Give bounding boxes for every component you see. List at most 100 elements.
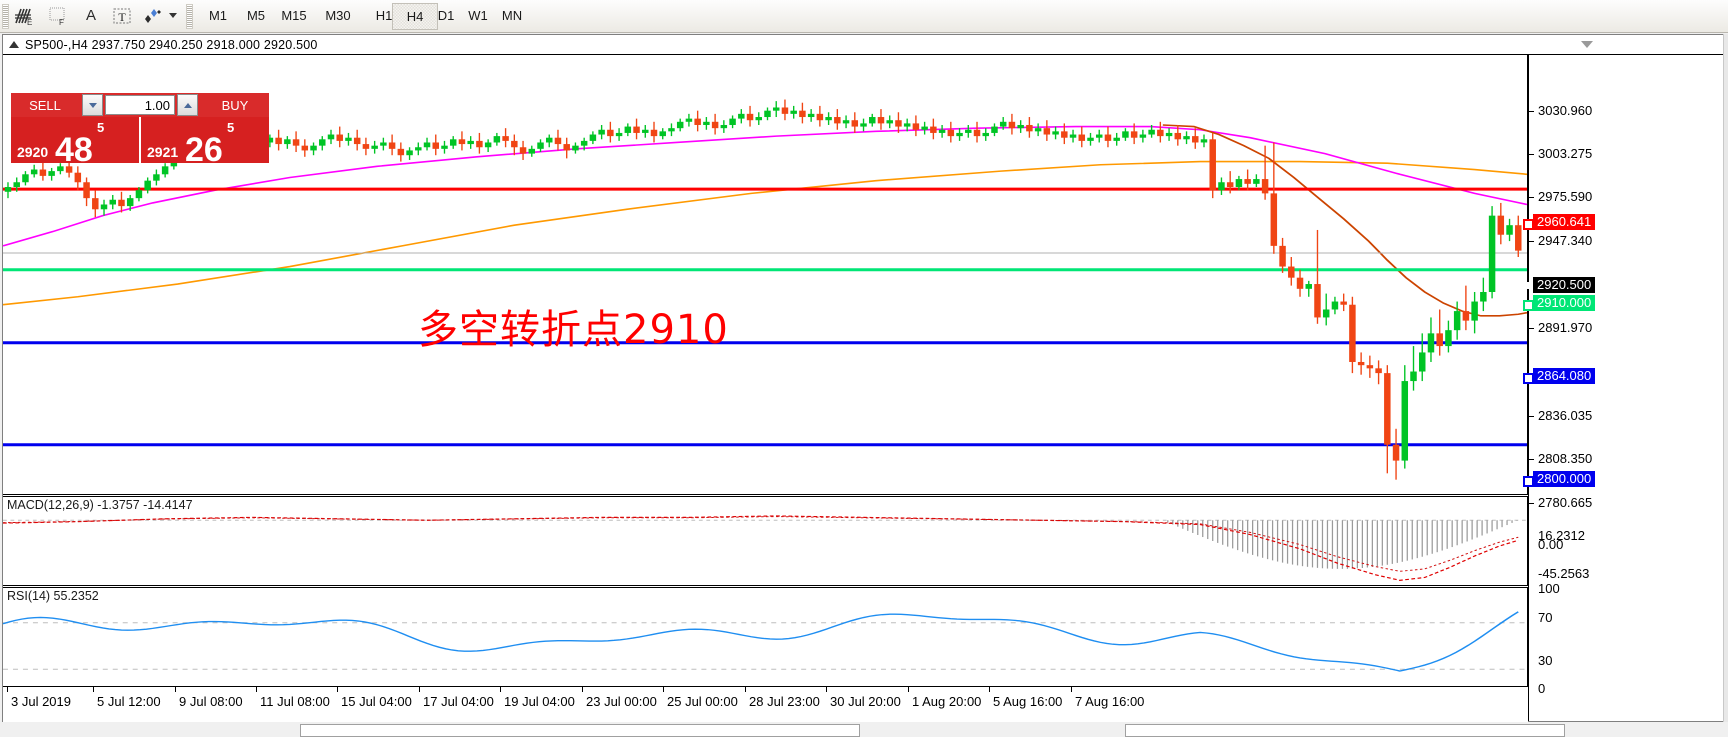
price-axis-label: 2891.970 [1538,320,1593,335]
oct-price-row: 2920 48 5 2921 26 5 [11,117,269,163]
text-a-icon[interactable]: A [85,7,96,24]
timeframe-m5[interactable]: M5 [246,8,266,23]
price-axis-label: 2947.340 [1538,233,1593,248]
price-axis-tick [1529,111,1534,112]
price-axis-tick [1529,154,1534,155]
time-axis-tick [908,687,909,692]
price-axis[interactable]: 3030.960 3003.275 2975.590 2960.641 2947.340… [1523,55,1723,721]
level-handle[interactable] [1523,373,1534,384]
ask-price-sup: 5 [227,120,235,135]
time-axis-label: 30 Jul 20:00 [830,694,901,709]
volume-decrease-button[interactable] [82,94,103,116]
main-toolbar: E F A T M1 M5 [0,0,1728,33]
macd-plot [2,515,1527,581]
price-axis-label: 3030.960 [1538,103,1593,118]
indicators-icon[interactable]: E [10,3,40,28]
svg-text:T: T [118,10,126,24]
level-handle[interactable] [1523,219,1534,230]
level-handle[interactable] [1523,300,1534,311]
status-segment-1[interactable] [300,724,860,737]
chart-window: SP500-,H4 2937.750 2940.250 2918.000 292… [2,34,1724,722]
toolbar-grip[interactable] [2,4,9,29]
price-axis-tick [1529,197,1534,198]
objects-icon[interactable] [140,3,168,28]
timeframe-m15[interactable]: M15 [281,8,307,23]
status-segment-2[interactable] [1125,724,1565,737]
chevron-down-icon[interactable] [166,3,180,28]
timeframe-m1[interactable]: M1 [208,8,228,23]
price-axis-label: 70 [1538,610,1553,625]
time-axis-label: 19 Jul 04:00 [504,694,575,709]
time-axis-label: 7 Aug 16:00 [1075,694,1145,709]
price-axis-label: 0.00 [1538,537,1564,552]
status-strip [0,724,1728,737]
price-tag-blue[interactable]: 2800.000 [1533,471,1596,487]
time-axis-label: 5 Jul 12:00 [97,694,161,709]
candlestick-plot [2,99,1528,480]
time-axis-label: 3 Jul 2019 [11,694,71,709]
ask-price-prefix: 2921 [147,144,179,160]
volume-input[interactable]: 1.00 [105,95,175,115]
time-axis-tick [663,687,664,692]
price-axis-tick [1529,241,1534,242]
chart-annotation-text[interactable]: 多空转折点2910 [418,307,729,353]
timeframe-h1[interactable]: H1 [375,8,393,23]
timeframe-m30[interactable]: M30 [325,8,351,23]
time-axis-tick [582,687,583,692]
ask-price-box[interactable]: 2921 26 5 [141,117,269,163]
time-axis-label: 5 Aug 16:00 [993,694,1063,709]
volume-stepper: 1.00 [79,93,201,117]
price-axis-tick [1529,459,1534,460]
price-axis-label: 30 [1538,653,1553,668]
rsi-plot [2,611,1527,672]
price-tag-black[interactable]: 2920.500 [1533,277,1596,293]
price-axis-label: 16.2312 [1538,528,1585,543]
timeframe-mn[interactable]: MN [501,8,523,23]
time-axis-label: 11 Jul 08:00 [260,694,330,709]
text-label-icon[interactable]: T [108,3,136,28]
crosshair-f-icon[interactable]: F [44,3,74,28]
timeframe-d1[interactable]: D1 [437,8,455,23]
time-axis-tick [826,687,827,692]
bid-price-box[interactable]: 2920 48 5 [11,117,139,163]
price-tag-green[interactable]: 2910.000 [1533,295,1596,311]
level-handle[interactable] [1523,476,1534,487]
svg-text:E: E [27,18,32,26]
macd-label: MACD(12,26,9) -1.3757 -14.4147 [7,498,193,512]
price-axis-label: 2975.590 [1538,189,1593,204]
time-axis-label: 9 Jul 08:00 [179,694,243,709]
price-axis-label: 0 [1538,681,1546,696]
time-axis-tick [7,687,8,692]
time-axis-tick [745,687,746,692]
time-axis-label: 15 Jul 04:00 [341,694,412,709]
time-axis[interactable]: 3 Jul 2019 5 Jul 12:00 9 Jul 08:00 11 Jul 0… [3,686,1528,722]
chart-minimize-icon[interactable] [1581,41,1593,48]
vertical-scrollbar[interactable] [1723,34,1728,722]
bid-price-sup: 5 [97,120,105,135]
oct-toprow: SELL 1.00 BUY [11,93,269,117]
sell-button[interactable]: SELL [11,93,79,117]
bid-price-prefix: 2920 [17,144,49,160]
time-axis-tick [256,687,257,692]
time-axis-tick [1071,687,1072,692]
macd-pane[interactable]: MACD(12,26,9) -1.3757 -14.4147 [2,496,1528,586]
price-axis-label: 2780.665 [1538,495,1593,510]
time-axis-label: 25 Jul 00:00 [667,694,738,709]
timeframe-grip[interactable] [186,4,193,29]
time-axis-tick [93,687,94,692]
one-click-trading-panel: SELL 1.00 BUY 2920 48 5 2921 26 5 [11,93,269,163]
chart-titlebar: SP500-,H4 2937.750 2940.250 2918.000 292… [3,35,1723,55]
time-axis-label: 1 Aug 20:00 [912,694,982,709]
price-axis-label: 2836.035 [1538,408,1593,423]
buy-button[interactable]: BUY [201,93,269,117]
price-tag-blue[interactable]: 2864.080 [1533,368,1596,384]
collapse-triangle-icon[interactable] [9,41,19,48]
timeframe-w1[interactable]: W1 [468,8,488,23]
price-axis-label: -45.2563 [1538,566,1590,581]
volume-increase-button[interactable] [177,94,198,116]
rsi-pane[interactable]: RSI(14) 55.2352 [2,587,1528,705]
price-axis-label: 100 [1538,581,1560,596]
price-tag-red[interactable]: 2960.641 [1533,214,1596,230]
level-handle[interactable] [1523,282,1530,289]
timeframe-h4[interactable]: H4 [392,3,438,30]
